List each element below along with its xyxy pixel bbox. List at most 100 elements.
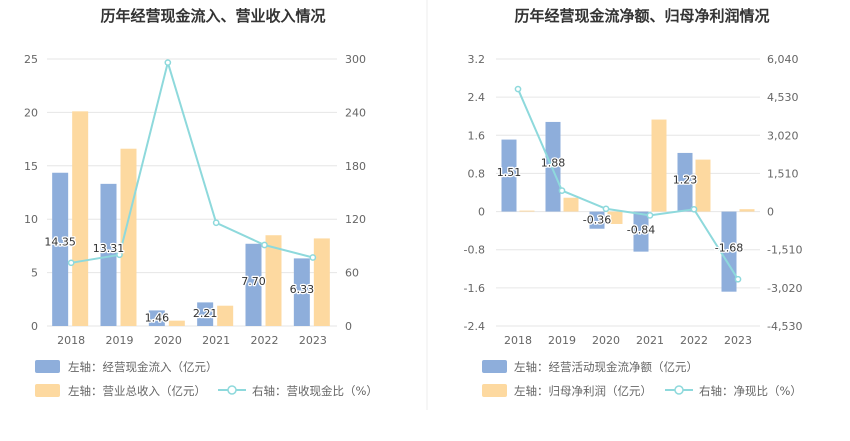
x-axis-tick-label: 2020 <box>154 334 182 347</box>
bar-data-label: -0.36 <box>583 214 611 227</box>
bar-data-label: 13.31 <box>93 242 125 255</box>
x-axis-tick-label: 2018 <box>57 334 85 347</box>
legend-swatch-bar-blue <box>482 360 507 373</box>
line-point <box>602 205 610 213</box>
left-axis-tick-label: 1.6 <box>468 129 486 142</box>
x-axis-tick-label: 2022 <box>680 334 708 347</box>
line-point <box>734 275 742 283</box>
bar-data-label: 6.33 <box>290 283 315 296</box>
bar-data-label: 1.23 <box>673 173 698 186</box>
line-series <box>67 58 317 267</box>
bar-primary <box>52 172 69 326</box>
ratio-line <box>71 58 314 264</box>
right-axis-tick-label: 120 <box>345 213 366 226</box>
left-axis-tick-label: 5 <box>31 267 38 280</box>
bar-secondary <box>651 119 667 212</box>
bar-primary <box>633 211 649 252</box>
line-point <box>212 219 220 227</box>
chart-title: 历年经营现金流净额、归母净利润情况 <box>514 7 769 25</box>
line-point <box>646 212 654 219</box>
line-point <box>261 241 268 249</box>
right-axis-tick-label: 180 <box>345 160 366 173</box>
bar-data-label: 1.51 <box>497 166 522 179</box>
bar-primary <box>148 310 165 326</box>
x-axis-tick-label: 2020 <box>592 334 620 347</box>
bar-secondary <box>168 320 185 326</box>
line-point <box>309 254 317 261</box>
legend-swatch-marker <box>674 385 684 395</box>
x-axis-tick-label: 2019 <box>106 334 134 347</box>
legend-label: 左轴：经营活动现金流净额（亿元） <box>514 360 698 374</box>
grid-lines <box>496 58 760 327</box>
right-axis-tick-label: 3,020 <box>767 129 799 142</box>
bar-secondary <box>120 148 137 326</box>
bar-primary <box>293 258 310 326</box>
bar-primary <box>501 139 517 212</box>
right-axis-tick-label: -3,020 <box>767 282 802 295</box>
right-axis-tick-label: 6,040 <box>767 53 799 66</box>
line-point <box>514 85 522 93</box>
bar-secondary <box>563 197 579 212</box>
left-axis-tick-label: -0.8 <box>464 244 485 257</box>
x-axis-tick-label: 2021 <box>202 334 230 347</box>
bar-series <box>501 119 755 292</box>
axis-ticks: 0 0 5 60 10 120 15 180 20 240 25 300 2018 2019 2020 202… <box>24 53 366 347</box>
x-axis-tick-label: 2019 <box>548 334 576 347</box>
bar-secondary <box>217 305 234 326</box>
right-axis-tick-label: 60 <box>345 267 359 280</box>
left-axis-tick-label: -1.6 <box>464 282 485 295</box>
bar-secondary <box>72 111 89 326</box>
line-series <box>514 85 742 283</box>
x-axis-tick-label: 2023 <box>724 334 752 347</box>
legend: 左轴：经营活动现金流净额（亿元） 左轴：归母净利润（亿元） 右轴：净现比（%） <box>482 360 802 398</box>
bar-series <box>52 111 330 326</box>
bar-primary <box>197 302 214 326</box>
bar-secondary <box>607 211 623 224</box>
bar-data-label: -0.84 <box>627 224 655 237</box>
bar-secondary <box>265 235 282 326</box>
legend-item-revenue[interactable]: 左轴：营业总收入（亿元） <box>35 384 206 398</box>
right-axis-tick-label: -1,510 <box>767 244 802 257</box>
right-axis-tick-label: 0 <box>345 320 352 333</box>
left-axis-tick-label: 0 <box>478 206 485 219</box>
legend-label: 左轴：经营现金流入（亿元） <box>68 360 218 374</box>
axis-ticks: -2.4 -4,530 -1.6 -3,020 -0.8 -1,510 0 0 0.8 1,510… <box>464 53 803 347</box>
legend-swatch-bar-orange <box>482 384 507 397</box>
bar-data-label: -1.68 <box>715 242 743 255</box>
bar-data-label: 7.70 <box>241 275 266 288</box>
right-axis-tick-label: 300 <box>345 53 366 66</box>
left-axis-tick-label: 3.2 <box>468 53 486 66</box>
left-axis-tick-label: 25 <box>24 53 38 66</box>
legend-item-net-profit[interactable]: 左轴：归母净利润（亿元） <box>482 384 652 398</box>
line-point <box>116 251 123 259</box>
right-axis-tick-label: 0 <box>767 206 774 219</box>
legend: 左轴：经营现金流入（亿元） 左轴：营业总收入（亿元） 右轴：营收现金比（%） <box>35 360 378 398</box>
grid-lines <box>47 58 337 327</box>
x-axis-tick-label: 2018 <box>504 334 532 347</box>
legend-item-net-cashflow[interactable]: 左轴：经营活动现金流净额（亿元） <box>482 360 698 374</box>
chart-panel-cashflow-revenue: 历年经营现金流入、营业收入情况 0 0 5 60 10 120 15 180 20 240 25 30… <box>24 7 378 398</box>
right-axis-tick-label: 1,510 <box>767 167 799 180</box>
x-axis-tick-label: 2022 <box>251 334 279 347</box>
legend-item-net-ratio[interactable]: 右轴：净现比（%） <box>665 384 802 398</box>
right-axis-tick-label: 240 <box>345 106 366 119</box>
bar-primary <box>545 121 561 212</box>
left-axis-tick-label: 20 <box>24 106 38 119</box>
legend-item-ratio[interactable]: 右轴：营收现金比（%） <box>218 384 378 398</box>
chart-title: 历年经营现金流入、营业收入情况 <box>100 7 325 25</box>
legend-label: 左轴：归母净利润（亿元） <box>514 384 652 398</box>
legend-swatch-marker <box>227 385 237 395</box>
line-point <box>164 59 172 66</box>
left-axis-tick-label: 15 <box>24 160 38 173</box>
x-axis-tick-label: 2021 <box>636 334 664 347</box>
data-labels: 1.51 1.88 -0.36 -0.84 1.23 -1.68 <box>496 155 745 256</box>
legend-label: 右轴：净现比（%） <box>699 384 802 398</box>
bar-data-label: 14.35 <box>44 236 76 249</box>
legend-item-cashflow-inflow[interactable]: 左轴：经营现金流入（亿元） <box>35 360 218 374</box>
legend-label: 右轴：营收现金比（%） <box>252 384 378 398</box>
left-axis-tick-label: 2.4 <box>468 91 486 104</box>
line-point <box>67 259 75 267</box>
line-point <box>558 187 566 194</box>
bar-primary <box>245 243 262 326</box>
